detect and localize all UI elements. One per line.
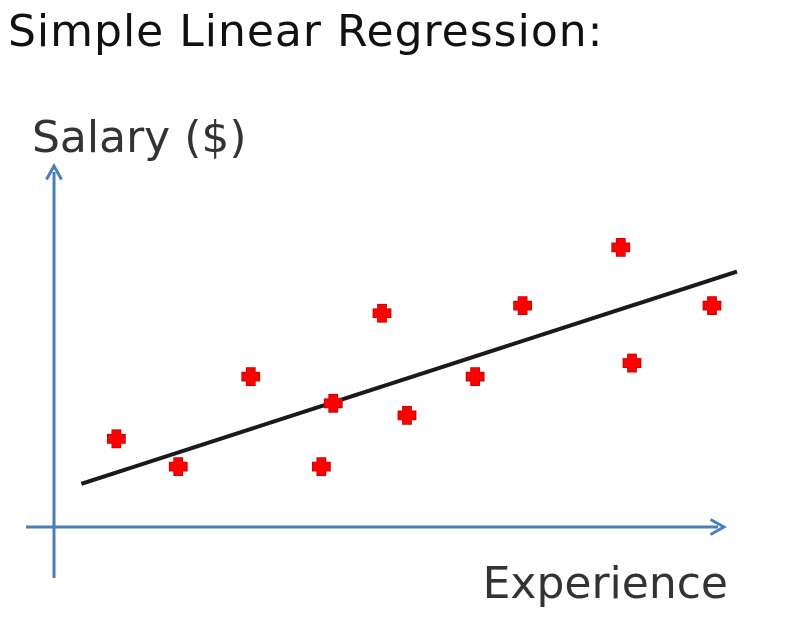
data-point-7	[397, 405, 417, 425]
data-point-6	[372, 303, 392, 323]
data-point-5	[323, 393, 343, 413]
data-point-12	[702, 296, 722, 315]
data-point-1	[106, 429, 126, 449]
y-axis-label: Salary ($)	[32, 112, 247, 163]
data-point-3	[241, 367, 261, 387]
x-axis-label: Experience	[483, 558, 728, 609]
page-title: Simple Linear Regression:	[8, 6, 604, 57]
data-point-8	[465, 367, 485, 387]
data-point-11	[622, 353, 642, 373]
data-points	[106, 238, 722, 477]
data-point-9	[513, 296, 533, 315]
data-point-4	[311, 457, 331, 477]
data-point-10	[611, 238, 631, 257]
regression-line	[80, 269, 738, 486]
data-point-2	[168, 457, 188, 477]
